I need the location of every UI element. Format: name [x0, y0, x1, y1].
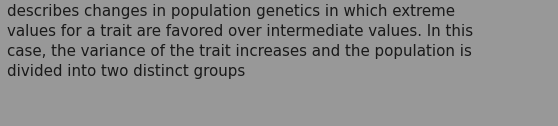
Text: describes changes in population genetics in which extreme
values for a trait are: describes changes in population genetics… — [7, 4, 473, 79]
